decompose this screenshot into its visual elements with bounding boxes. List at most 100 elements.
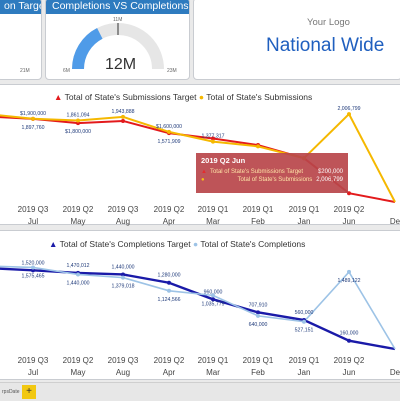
x-axis-tick-label: May (70, 368, 85, 377)
kpi-card-submissions[interactable]: on Target 21M (0, 0, 42, 80)
x-axis-group-label: 2019 Q1 (289, 205, 320, 214)
x-axis-tick-label: Jul (28, 368, 38, 377)
legend-marker-target: ▲ (49, 239, 58, 249)
gauge-fill (72, 28, 103, 70)
x-axis-tick-label: Jul (28, 217, 38, 226)
page-tab[interactable]: rpsDate (2, 389, 20, 395)
data-point (211, 136, 215, 141)
data-point (121, 275, 125, 280)
data-label: 707,910 (249, 302, 268, 308)
data-label: 1,520,000 (21, 260, 44, 266)
x-axis-group-label: 2019 Q2 (334, 356, 365, 365)
data-point (167, 288, 171, 293)
x-axis-tick-label: Jan (298, 217, 311, 226)
data-point (347, 338, 351, 343)
x-axis-tick-label: Aug (116, 368, 130, 377)
card-title: Completions VS Completions Tar (46, 0, 189, 14)
x-axis-group-label: 2019 Q2 (154, 205, 185, 214)
data-label: 1,379,018 (111, 284, 134, 290)
data-label: 1,489,122 (337, 278, 360, 284)
data-point (121, 114, 125, 119)
data-label: $1,900,000 (20, 111, 46, 117)
legend-marker-target: ▲ (54, 92, 63, 102)
data-point (31, 268, 35, 273)
page-tabs-bar: rpsDate + (0, 382, 400, 401)
completions-chart-panel[interactable]: ▲ Total of State's Completions Target ● … (0, 230, 400, 380)
data-label: 1,440,000 (111, 264, 134, 270)
x-axis-group-label: 2019 Q3 (18, 356, 49, 365)
logo-card: Your Logo National Wide (193, 0, 400, 80)
x-axis-tick-label: Jan (298, 368, 311, 377)
data-label: $1,800,000 (65, 129, 91, 135)
x-axis-group-label: 2019 Q2 (334, 205, 365, 214)
legend-marker-actual: ● (192, 239, 199, 249)
series-line (0, 265, 396, 350)
tooltip-row-label: Total of State's Submissions (237, 177, 313, 183)
data-point (256, 310, 260, 315)
data-point (347, 269, 351, 274)
kpi-card-completions[interactable]: Completions VS Completions Tar 11M 6M 23… (45, 0, 190, 80)
data-label: 1,861,094 (66, 112, 89, 118)
data-point (167, 129, 171, 134)
data-label: 527,151 (295, 328, 314, 334)
legend-label-actual: Total of State's Submissions (206, 92, 313, 102)
add-page-button[interactable]: + (22, 385, 36, 399)
data-label: 1,377,317 (201, 134, 224, 140)
tooltip-row-actual: ● Total of State's Submissions 2,006,799 (201, 177, 343, 183)
data-label: 560,000 (295, 310, 314, 316)
x-axis-tick-label: May (70, 217, 85, 226)
tooltip-row-value: 2,006,799 (316, 177, 343, 183)
x-axis-group-label: 2019 Q3 (18, 205, 49, 214)
data-label: 1,575,465 (21, 273, 44, 279)
x-axis-group-label: 2019 Q2 (63, 205, 94, 214)
x-axis-tick-label: Feb (251, 368, 265, 377)
data-label: 160,000 (340, 331, 359, 337)
series-line (0, 267, 396, 351)
chart-legend: ▲ Total of State's Submissions Target ● … (54, 92, 312, 102)
submissions-chart-panel[interactable]: ▲ Total of State's Submissions Target ● … (0, 84, 400, 226)
x-axis-group-label: 2019 Q1 (243, 205, 274, 214)
tooltip-row-label: Total of State's Submissions Target (209, 169, 304, 175)
x-axis-tick-label: De (390, 368, 400, 377)
data-point (302, 319, 306, 324)
data-label: $1,600,000 (156, 124, 182, 130)
x-axis-group-label: 2019 Q1 (243, 356, 274, 365)
data-label: 1,943,888 (111, 109, 134, 115)
data-point (347, 191, 351, 196)
x-axis-group-label: 2019 Q1 (198, 205, 229, 214)
x-axis-tick-label: De (390, 217, 400, 226)
data-point (76, 118, 80, 123)
legend-marker-actual: ● (198, 92, 205, 102)
tooltip-row-target: ▲ Total of State's Submissions Target $2… (201, 169, 343, 175)
data-label: 960,000 (204, 289, 223, 295)
legend-label-target: Total of State's Completions Target (59, 239, 191, 249)
x-axis-tick-label: Apr (163, 217, 176, 226)
gauge-max-label: 23M (167, 68, 177, 74)
card-title: on Target (0, 0, 41, 14)
data-label: 1,035,779 (201, 301, 224, 307)
data-point (167, 280, 171, 285)
data-label: 1,440,000 (66, 280, 89, 286)
completions-gauge (72, 23, 164, 70)
data-label: 1,470,012 (66, 263, 89, 269)
data-label: 1,897,760 (21, 125, 44, 131)
data-label: 640,000 (249, 322, 268, 328)
data-point (31, 116, 35, 121)
brand-title: National Wide (266, 35, 385, 56)
data-point (31, 265, 35, 270)
x-axis-group-label: 2019 Q3 (108, 205, 139, 214)
data-point (211, 293, 215, 298)
data-point (256, 313, 260, 318)
gauge-target-label: 11M (113, 17, 123, 23)
tooltip-title: 2019 Q2 Jun (201, 156, 246, 165)
series-line (0, 112, 396, 203)
data-point (76, 272, 80, 277)
gauge-max-label: 21M (20, 68, 30, 74)
x-axis-tick-label: Apr (163, 368, 176, 377)
x-axis-group-label: 2019 Q2 (154, 356, 185, 365)
data-label: 1,280,000 (157, 273, 180, 279)
legend-label-target: Total of State's Submissions Target (64, 92, 197, 102)
x-axis-group-label: 2019 Q2 (63, 356, 94, 365)
